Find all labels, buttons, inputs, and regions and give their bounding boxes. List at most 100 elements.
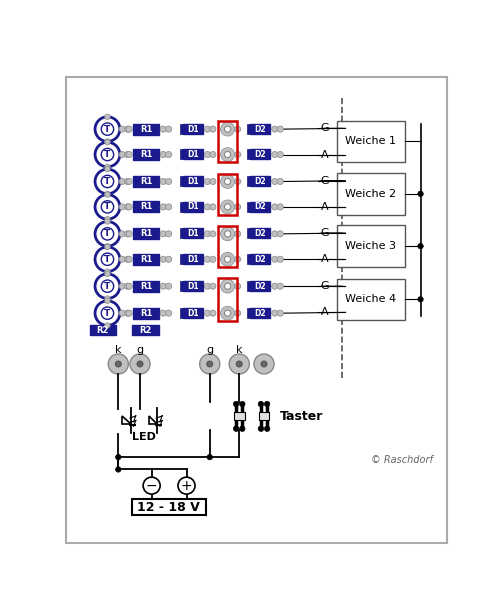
Text: Weiche 2: Weiche 2 (346, 188, 397, 199)
Circle shape (204, 126, 210, 132)
Bar (247, 201, 250, 211)
Bar (250, 124, 270, 134)
Text: R1: R1 (140, 282, 152, 290)
Circle shape (119, 231, 126, 237)
Circle shape (277, 152, 283, 158)
Circle shape (261, 361, 267, 367)
Circle shape (220, 147, 234, 161)
Circle shape (104, 219, 110, 224)
Circle shape (104, 164, 110, 169)
Bar (337, 225, 405, 267)
Text: D2: D2 (254, 177, 266, 186)
Circle shape (220, 122, 234, 136)
Circle shape (119, 204, 126, 210)
Circle shape (204, 256, 210, 262)
Circle shape (126, 152, 132, 158)
Bar (180, 149, 182, 159)
Circle shape (126, 231, 132, 237)
Circle shape (207, 454, 212, 460)
Circle shape (277, 283, 283, 289)
Text: g: g (136, 345, 143, 355)
Circle shape (224, 256, 230, 262)
Circle shape (272, 310, 278, 316)
Text: g: g (206, 345, 214, 355)
Text: Weiche 3: Weiche 3 (346, 241, 397, 251)
Circle shape (224, 231, 230, 237)
Circle shape (101, 201, 114, 213)
Circle shape (210, 231, 216, 237)
Text: A: A (320, 150, 328, 160)
Bar (182, 201, 203, 211)
Circle shape (272, 256, 278, 262)
Circle shape (166, 152, 172, 158)
Circle shape (204, 283, 210, 289)
Circle shape (220, 279, 234, 293)
Circle shape (254, 354, 274, 374)
Text: D2: D2 (254, 309, 266, 317)
Circle shape (160, 152, 166, 158)
Circle shape (224, 283, 230, 289)
Bar (132, 500, 206, 515)
Circle shape (418, 244, 424, 249)
Circle shape (277, 126, 283, 132)
Circle shape (104, 139, 110, 144)
Bar (86, 97, 342, 378)
Circle shape (160, 231, 166, 237)
Circle shape (272, 204, 278, 210)
Circle shape (104, 271, 110, 276)
Circle shape (104, 217, 110, 222)
Text: D1: D1 (187, 282, 198, 290)
Bar (247, 254, 250, 264)
Circle shape (124, 283, 130, 289)
Circle shape (234, 256, 241, 262)
Circle shape (206, 361, 213, 367)
Circle shape (277, 256, 283, 262)
Text: D1: D1 (187, 255, 198, 264)
Circle shape (130, 354, 150, 374)
Circle shape (119, 126, 126, 132)
Text: R2: R2 (96, 325, 109, 335)
Text: A: A (320, 202, 328, 212)
Bar (250, 201, 270, 211)
Bar (218, 226, 237, 267)
Text: T: T (104, 309, 110, 317)
Bar (180, 281, 182, 291)
Circle shape (95, 169, 120, 194)
Bar (133, 176, 160, 187)
Circle shape (272, 152, 278, 158)
Bar (250, 228, 270, 238)
Circle shape (166, 126, 172, 132)
Circle shape (126, 126, 132, 132)
Circle shape (234, 126, 241, 132)
Circle shape (272, 283, 278, 289)
Circle shape (126, 179, 132, 185)
Text: −: − (146, 479, 158, 492)
Bar (218, 174, 237, 214)
Circle shape (137, 361, 143, 367)
Circle shape (224, 126, 230, 132)
Circle shape (418, 191, 424, 196)
Text: T: T (104, 177, 110, 186)
Circle shape (124, 152, 130, 158)
Polygon shape (148, 416, 157, 424)
Bar (133, 149, 160, 160)
Circle shape (234, 426, 239, 432)
Circle shape (234, 402, 239, 406)
Bar (180, 254, 182, 264)
Circle shape (234, 152, 241, 158)
Bar (182, 176, 203, 186)
Circle shape (104, 244, 110, 249)
Circle shape (95, 222, 120, 246)
Circle shape (160, 256, 166, 262)
Bar (182, 228, 203, 238)
Circle shape (204, 204, 210, 210)
Circle shape (124, 126, 130, 132)
Circle shape (95, 142, 120, 167)
Circle shape (258, 426, 264, 432)
Bar (250, 254, 270, 264)
Circle shape (166, 283, 172, 289)
Bar (182, 124, 203, 134)
Bar (247, 308, 250, 318)
Circle shape (272, 179, 278, 185)
Text: R1: R1 (140, 150, 152, 159)
